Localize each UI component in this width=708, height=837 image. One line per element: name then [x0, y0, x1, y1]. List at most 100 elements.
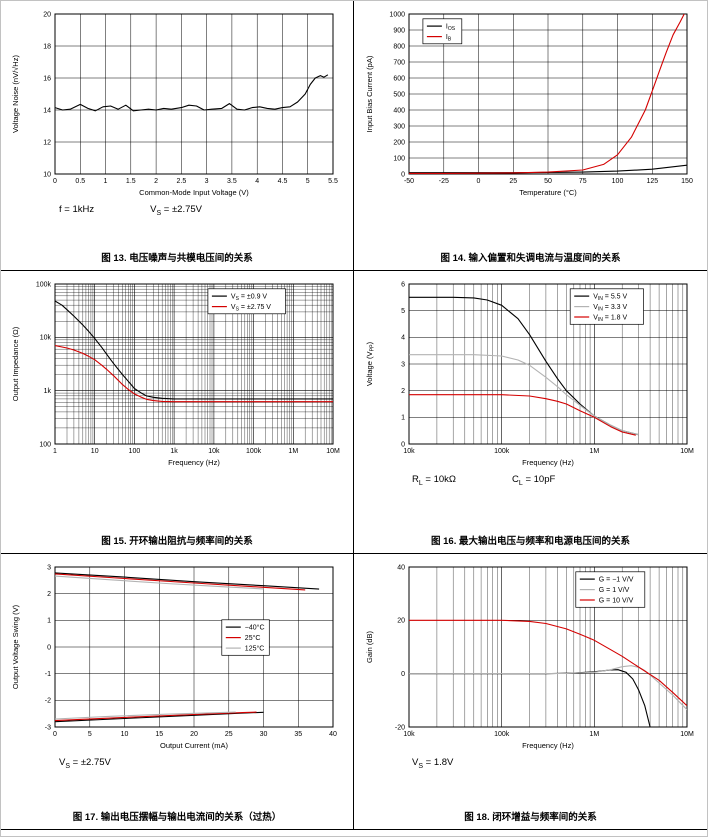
svg-text:1M: 1M: [589, 448, 599, 455]
svg-text:25: 25: [509, 178, 517, 185]
svg-text:5.5: 5.5: [328, 178, 338, 185]
svg-text:100: 100: [393, 155, 405, 162]
annotation-text: VS = ±2.75V: [59, 757, 111, 770]
svg-text:125°C: 125°C: [245, 645, 265, 653]
figure-caption-fig17: 图 17. 输出电压摆幅与输出电流间的关系（过热）: [72, 812, 282, 823]
svg-text:Output Voltage Swing (V): Output Voltage Swing (V): [11, 604, 20, 689]
svg-text:1k: 1k: [44, 388, 52, 395]
chart-annotations-fig15: [1, 474, 353, 490]
svg-text:G = 10 V/V: G = 10 V/V: [598, 597, 633, 604]
svg-text:10M: 10M: [680, 448, 694, 455]
figure-panel-18: 10k 100k 1M 10M -20 0 20 40 Frequency (Hz) Gain (…: [354, 554, 707, 830]
annotation-text: VS = ±2.75V: [150, 204, 203, 217]
svg-text:VIN = 3.3 V: VIN = 3.3 V: [593, 304, 627, 313]
figure-caption-fig14: 图 14. 输入偏置和失调电流与温度间的关系: [440, 253, 621, 264]
figure-panel-17: 0 5 10 15 20 25 30 35 40 -3 -2 -1 0 1 2 3 Output Current…: [1, 554, 354, 830]
svg-text:12: 12: [43, 139, 51, 146]
figure-panel-13: 0 0.5 1 1.5 2 2.5 3 3.5 4 4.5 5 5.5 10 12 14 16 18 20 Comm…: [1, 1, 354, 271]
svg-text:0.5: 0.5: [75, 178, 85, 185]
svg-text:800: 800: [393, 43, 405, 50]
svg-text:Common-Mode Input Voltage (V): Common-Mode Input Voltage (V): [139, 188, 249, 197]
svg-text:0: 0: [401, 671, 405, 678]
svg-text:500: 500: [393, 91, 405, 98]
chart-fig15: 1 10 100 1k 10k 100k 1M 10M 100 1k 10k 100k Frequenc…: [11, 281, 340, 467]
svg-text:0: 0: [476, 178, 480, 185]
chart-annotations-fig14: [354, 204, 707, 220]
svg-text:10k: 10k: [403, 731, 415, 738]
svg-text:3: 3: [47, 564, 51, 571]
svg-text:10: 10: [43, 171, 51, 178]
svg-text:0: 0: [47, 644, 51, 651]
svg-text:14: 14: [43, 107, 51, 114]
svg-text:100k: 100k: [494, 731, 510, 738]
svg-text:10: 10: [121, 731, 129, 738]
svg-text:Temperature (°C): Temperature (°C): [519, 188, 577, 197]
svg-text:4: 4: [255, 178, 259, 185]
svg-text:100: 100: [39, 441, 51, 448]
svg-text:18: 18: [43, 43, 51, 50]
figure-caption-fig13: 图 13. 电压噪声与共模电压间的关系: [101, 253, 253, 264]
svg-text:900: 900: [393, 27, 405, 34]
svg-text:Output Current (mA): Output Current (mA): [160, 741, 228, 750]
chart-fig13: 0 0.5 1 1.5 2 2.5 3 3.5 4 4.5 5 5.5 10 12 14 16 18 20 Comm…: [11, 11, 338, 197]
svg-text:50: 50: [544, 178, 552, 185]
svg-text:−40°C: −40°C: [245, 624, 265, 632]
figure-panel-14: -50 -25 0 25 50 75 100 125 150 0 100 200 300 400 500 60…: [354, 1, 707, 271]
svg-text:75: 75: [578, 178, 586, 185]
svg-text:5: 5: [306, 178, 310, 185]
svg-text:1k: 1k: [170, 448, 178, 455]
svg-text:0: 0: [53, 731, 57, 738]
svg-text:1M: 1M: [288, 448, 298, 455]
chart-annotations-fig18: VS = 1.8V: [354, 757, 707, 773]
svg-text:2.5: 2.5: [177, 178, 187, 185]
chart-fig17: 0 5 10 15 20 25 30 35 40 -3 -2 -1 0 1 2 3 Output Current…: [11, 564, 337, 750]
svg-text:100: 100: [611, 178, 623, 185]
svg-text:6: 6: [401, 281, 405, 288]
svg-text:300: 300: [393, 123, 405, 130]
chart-fig18: 10k 100k 1M 10M -20 0 20 40 Frequency (Hz) Gain (…: [365, 564, 694, 750]
svg-text:40: 40: [397, 564, 405, 571]
svg-text:35: 35: [294, 731, 302, 738]
svg-text:25: 25: [225, 731, 233, 738]
svg-text:100: 100: [129, 448, 141, 455]
svg-text:1000: 1000: [389, 11, 405, 18]
svg-text:3: 3: [401, 361, 405, 368]
svg-text:3: 3: [205, 178, 209, 185]
svg-text:4.5: 4.5: [278, 178, 288, 185]
svg-text:1: 1: [47, 618, 51, 625]
svg-text:200: 200: [393, 139, 405, 146]
svg-text:-50: -50: [403, 178, 413, 185]
figure-caption-fig18: 图 18. 闭环增益与频率间的关系: [464, 812, 597, 823]
svg-text:5: 5: [88, 731, 92, 738]
svg-text:Frequency (Hz): Frequency (Hz): [522, 458, 574, 467]
svg-text:0: 0: [401, 171, 405, 178]
svg-text:1: 1: [53, 448, 57, 455]
svg-text:20: 20: [397, 618, 405, 625]
svg-text:150: 150: [681, 178, 693, 185]
svg-text:2: 2: [154, 178, 158, 185]
svg-text:1.5: 1.5: [126, 178, 136, 185]
figure-panel-16: 10k 100k 1M 10M 0 1 2 3 4 5 6 Frequency (Hz) Voltage…: [354, 271, 707, 554]
chart-annotations-fig16: RL = 10kΩ CL = 10pF: [354, 474, 707, 490]
svg-text:-20: -20: [394, 724, 404, 731]
svg-text:G = −1 V/V: G = −1 V/V: [598, 576, 633, 583]
svg-text:10k: 10k: [208, 448, 220, 455]
svg-text:VIN = 5.5 V: VIN = 5.5 V: [593, 293, 627, 302]
svg-text:10M: 10M: [326, 448, 340, 455]
svg-text:-2: -2: [45, 698, 51, 705]
svg-text:-3: -3: [45, 724, 51, 731]
svg-text:IB: IB: [445, 34, 451, 43]
svg-text:Input Bias Current (pA): Input Bias Current (pA): [365, 55, 374, 132]
svg-text:1M: 1M: [589, 731, 599, 738]
svg-text:100k: 100k: [246, 448, 262, 455]
svg-text:0: 0: [401, 441, 405, 448]
figure-caption-fig15: 图 15. 开环输出阻抗与频率间的关系: [101, 536, 253, 547]
svg-text:1: 1: [401, 415, 405, 422]
annotation-text: CL = 10pF: [512, 474, 556, 487]
svg-text:2: 2: [47, 591, 51, 598]
svg-text:10M: 10M: [680, 731, 694, 738]
annotation-text: f = 1kHz: [59, 204, 95, 215]
svg-text:2: 2: [401, 388, 405, 395]
svg-text:Output Impedance (Ω): Output Impedance (Ω): [11, 326, 20, 401]
